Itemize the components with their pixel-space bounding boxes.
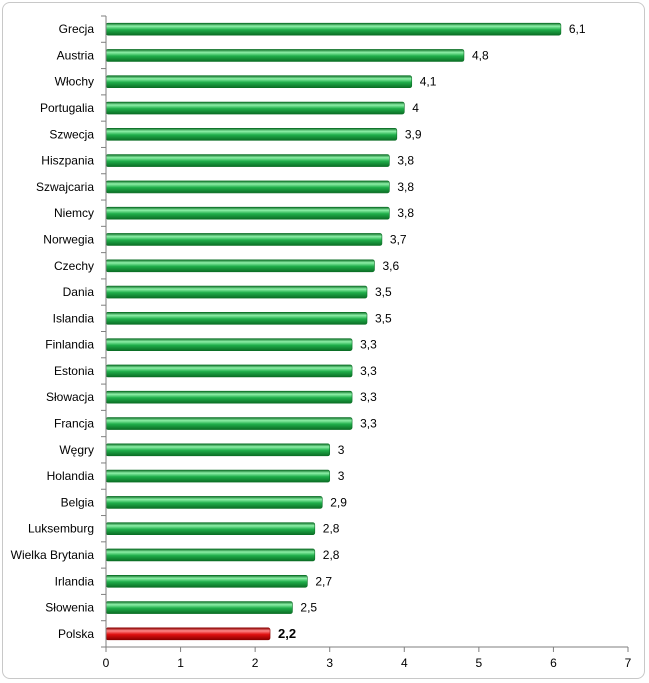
- category-label-luksemburg: Luksemburg: [28, 522, 94, 536]
- bar-hiszpania: [105, 154, 390, 167]
- bar-grecja: [105, 22, 562, 36]
- category-label-włochy: Włochy: [55, 75, 94, 89]
- value-label-finlandia: 3,3: [360, 338, 377, 352]
- category-label-niemcy: Niemcy: [54, 206, 94, 220]
- category-label-słowenia: Słowenia: [45, 601, 94, 615]
- category-label-szwajcaria: Szwajcaria: [36, 180, 94, 194]
- x-tick-label-1: 1: [177, 656, 184, 670]
- category-label-węgry: Węgry: [59, 443, 94, 457]
- value-label-francja: 3,3: [360, 417, 377, 431]
- x-tick-label-4: 4: [401, 656, 408, 670]
- x-tick-label-6: 6: [550, 656, 557, 670]
- value-label-grecja: 6,1: [569, 22, 586, 36]
- value-label-irlandia: 2,7: [315, 574, 332, 588]
- category-label-belgia: Belgia: [61, 495, 95, 509]
- category-label-finlandia: Finlandia: [45, 338, 94, 352]
- bar-wielka-brytania: [105, 548, 316, 562]
- value-label-luksemburg: 2,8: [323, 522, 340, 536]
- value-label-szwecja: 3,9: [405, 127, 422, 141]
- value-label-holandia: 3: [338, 469, 345, 483]
- bar-estonia: [105, 364, 353, 378]
- bar-norwegia: [105, 233, 383, 246]
- value-label-niemcy: 3,8: [397, 206, 414, 220]
- x-tick-label-5: 5: [476, 656, 483, 670]
- category-label-polska: Polska: [58, 627, 94, 641]
- category-label-islandia: Islandia: [53, 311, 95, 325]
- bar-islandia: [105, 312, 368, 325]
- category-label-holandia: Holandia: [47, 469, 95, 483]
- bar-niemcy: [105, 206, 390, 220]
- bars-layer: Grecja 6,1 Austria 4,8 Włochy 4,1 Portugalia 4 S…: [11, 22, 586, 641]
- bar-włochy: [105, 75, 413, 89]
- value-label-portugalia: 4: [412, 101, 419, 115]
- bar-słowenia: [105, 601, 293, 614]
- x-tick-label-3: 3: [326, 656, 333, 670]
- bar-słowacja: [105, 390, 353, 404]
- value-label-norwegia: 3,7: [390, 232, 407, 246]
- category-label-wielka-brytania: Wielka Brytania: [11, 548, 95, 562]
- bar-szwajcaria: [105, 180, 390, 194]
- category-label-francja: Francja: [54, 417, 94, 431]
- category-label-czechy: Czechy: [54, 259, 94, 273]
- value-label-węgry: 3: [338, 443, 345, 457]
- bar-belgia: [105, 496, 323, 509]
- bar-czechy: [105, 259, 375, 273]
- value-label-słowenia: 2,5: [300, 601, 317, 615]
- value-label-wielka-brytania: 2,8: [323, 548, 340, 562]
- value-label-belgia: 2,9: [330, 495, 347, 509]
- category-label-estonia: Estonia: [54, 364, 94, 378]
- bar-irlandia: [105, 574, 308, 588]
- category-label-austria: Austria: [57, 48, 95, 62]
- value-label-szwajcaria: 3,8: [397, 180, 414, 194]
- bar-szwecja: [105, 128, 398, 141]
- bar-portugalia: [105, 101, 405, 115]
- value-label-polska: 2,2: [278, 626, 296, 641]
- category-label-portugalia: Portugalia: [40, 101, 94, 115]
- category-label-grecja: Grecja: [59, 22, 95, 36]
- value-label-włochy: 4,1: [420, 75, 437, 89]
- category-label-dania: Dania: [63, 285, 95, 299]
- category-label-norwegia: Norwegia: [43, 232, 94, 246]
- axis-layer: 0 1 2 3 4 5 6 7: [101, 15, 632, 670]
- value-label-dania: 3,5: [375, 285, 392, 299]
- bar-francja: [105, 417, 353, 430]
- category-label-irlandia: Irlandia: [55, 574, 95, 588]
- category-label-słowacja: Słowacja: [46, 390, 94, 404]
- value-label-czechy: 3,6: [382, 259, 399, 273]
- bar-węgry: [105, 443, 331, 457]
- x-tick-label-7: 7: [625, 656, 632, 670]
- bar-austria: [105, 49, 465, 62]
- value-label-słowacja: 3,3: [360, 390, 377, 404]
- x-tick-label-2: 2: [252, 656, 259, 670]
- value-label-islandia: 3,5: [375, 311, 392, 325]
- x-tick-label-0: 0: [103, 656, 110, 670]
- value-label-austria: 4,8: [472, 48, 489, 62]
- category-label-szwecja: Szwecja: [49, 127, 94, 141]
- bar-luksemburg: [105, 522, 316, 535]
- value-label-hiszpania: 3,8: [397, 154, 414, 168]
- category-label-hiszpania: Hiszpania: [41, 154, 94, 168]
- bar-finlandia: [105, 338, 353, 351]
- bar-holandia: [105, 469, 331, 483]
- bar-dania: [105, 285, 368, 299]
- bar-polska: [105, 627, 271, 641]
- value-label-estonia: 3,3: [360, 364, 377, 378]
